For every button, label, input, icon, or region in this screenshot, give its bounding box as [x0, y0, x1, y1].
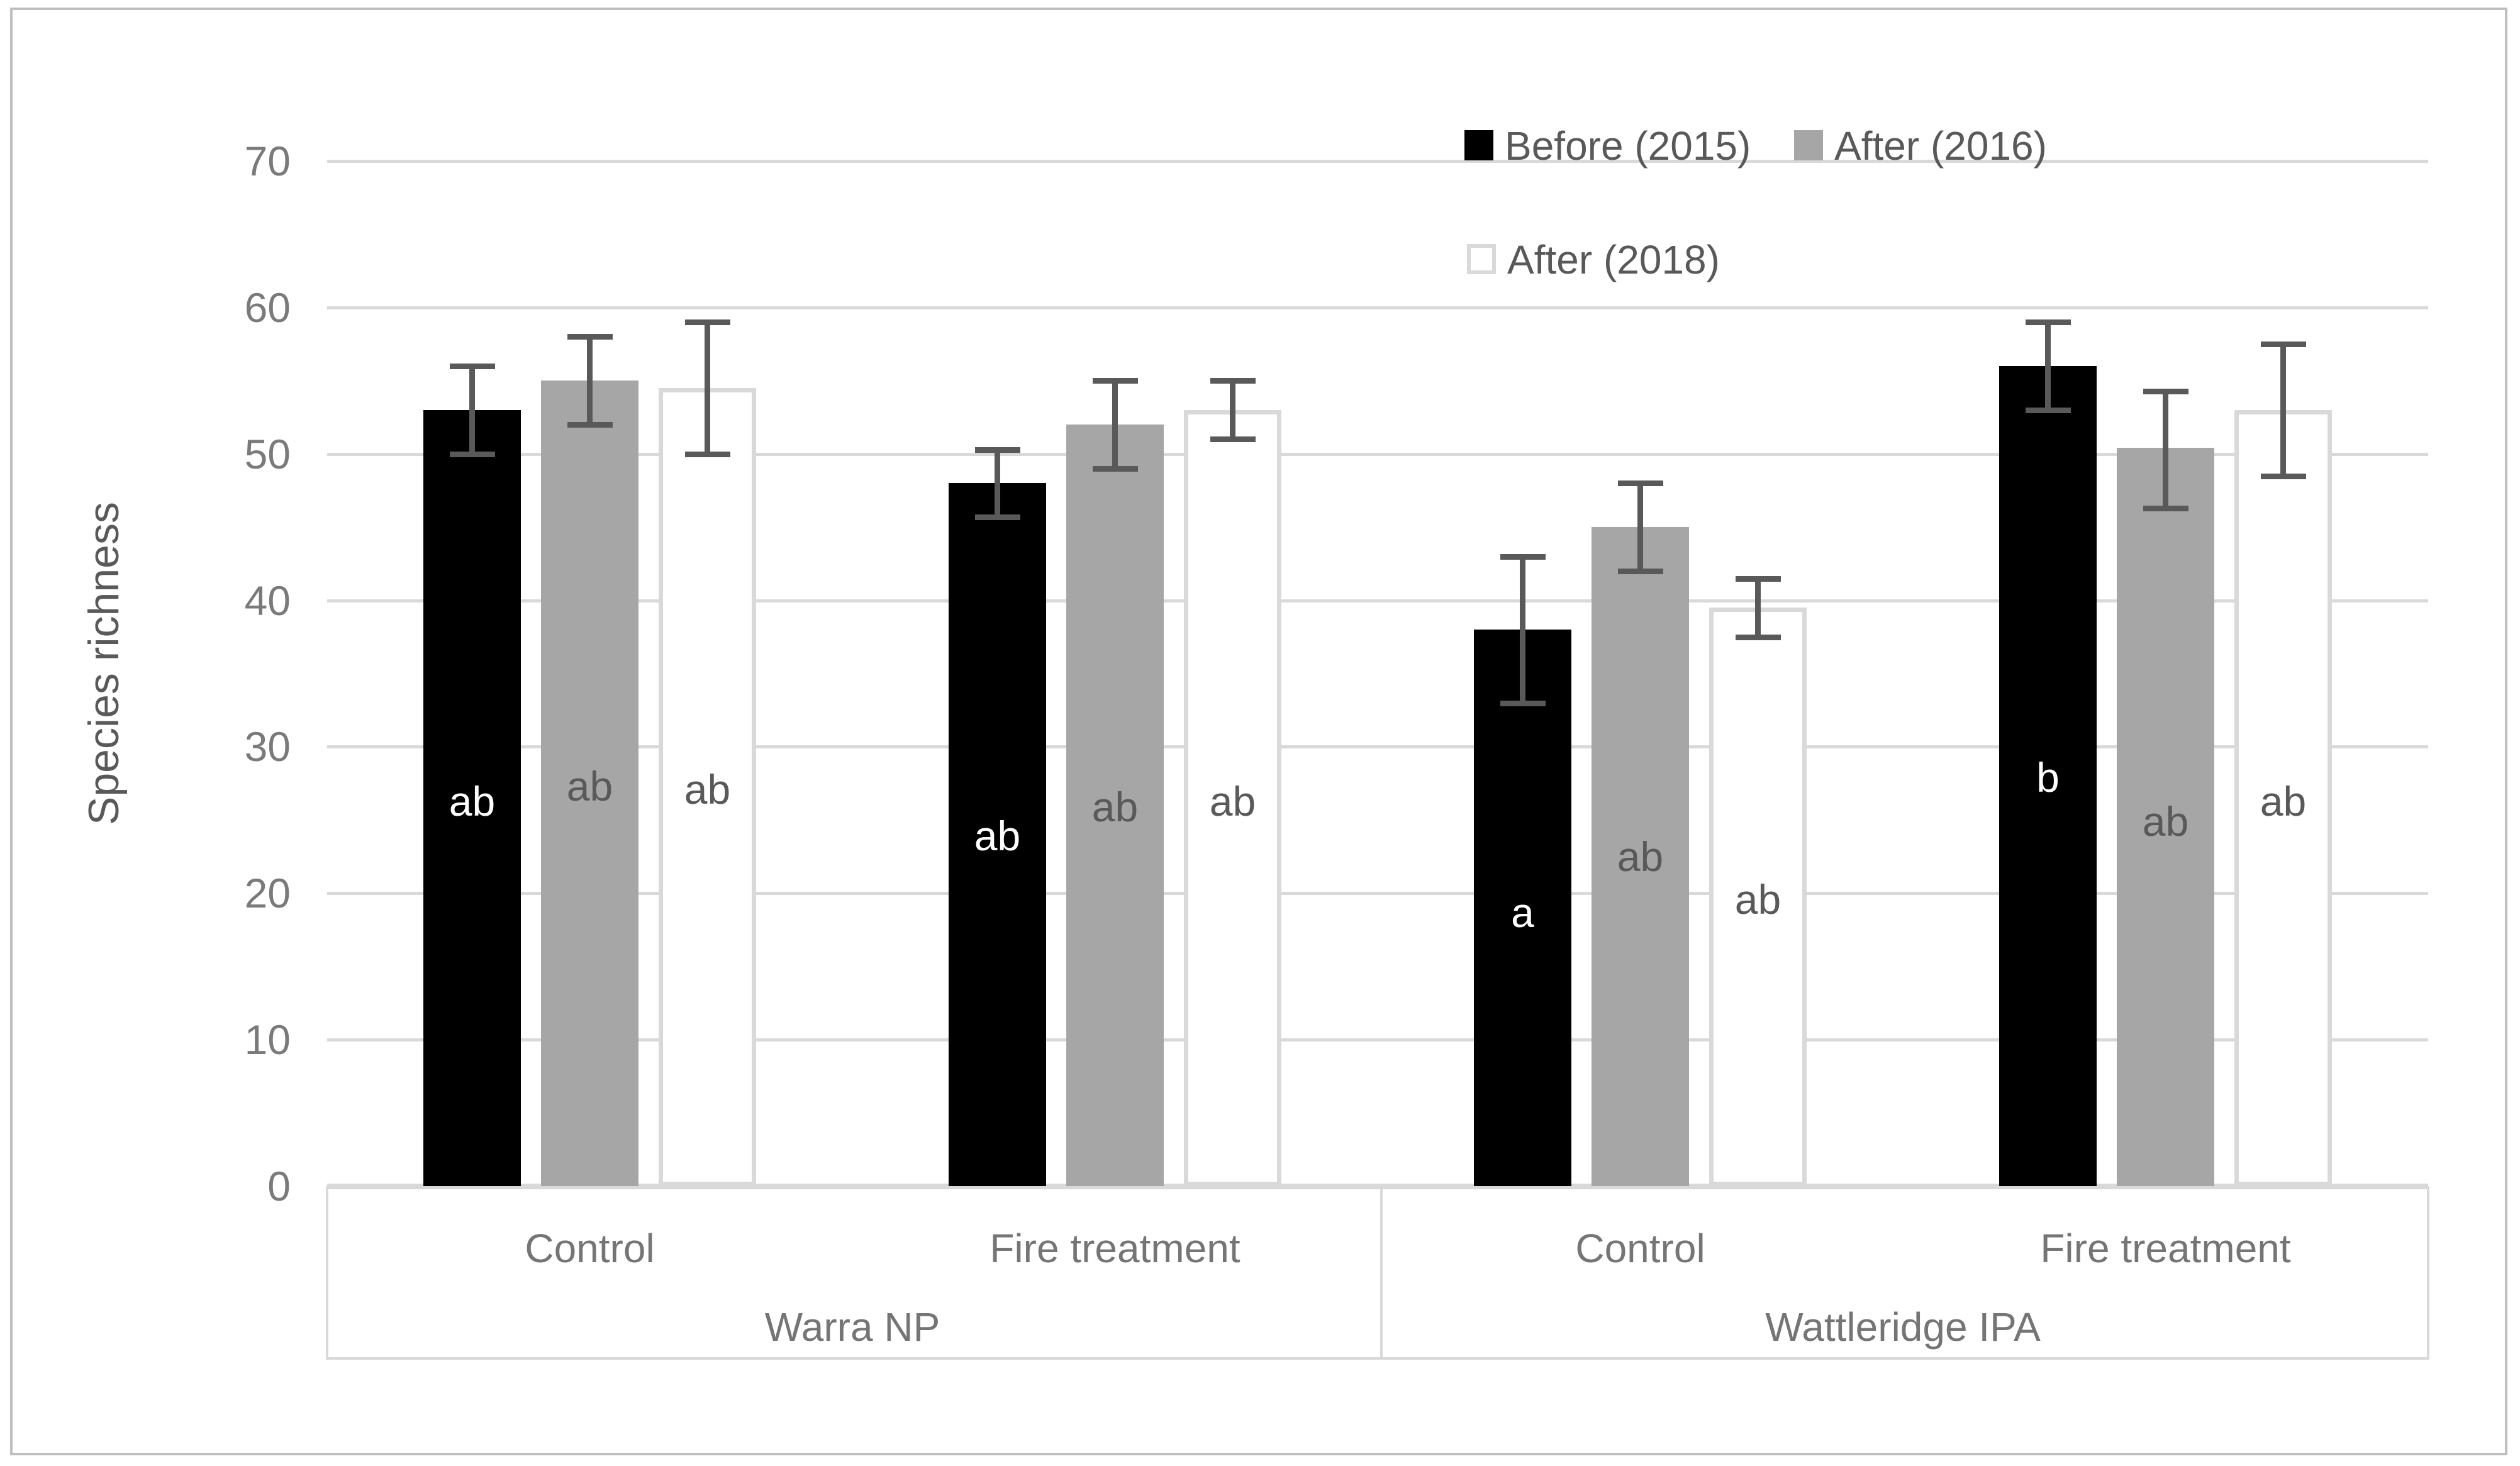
error-cap-bottom — [2025, 407, 2071, 413]
significance-letter: ab — [1734, 875, 1781, 923]
bar-after-2016--group3 — [1592, 527, 1689, 1186]
significance-letter: ab — [2142, 798, 2189, 845]
error-cap-bottom — [2143, 505, 2188, 511]
legend-label-2: After (2016) — [1834, 123, 2047, 169]
error-cap-bottom — [2260, 473, 2306, 479]
error-cap-top — [2025, 319, 2071, 326]
treatment-label-1: Control — [525, 1226, 655, 1271]
error-cap-top — [1617, 480, 1663, 487]
bar-after-2018--group4 — [2234, 409, 2332, 1186]
error-bar — [1230, 380, 1235, 440]
legend-label-1: Before (2015) — [1505, 123, 1751, 169]
error-bar — [469, 366, 475, 454]
bar-after-2018--group2 — [1184, 409, 1281, 1186]
error-cap-top — [2260, 342, 2306, 348]
legend-swatch-1 — [1464, 130, 1493, 160]
error-cap-top — [449, 364, 495, 369]
bar-after-2016--group2 — [1066, 425, 1164, 1186]
y-tick-label-0: 0 — [267, 1163, 291, 1209]
error-cap-bottom — [567, 422, 613, 428]
error-bar — [1637, 483, 1643, 571]
error-bar — [1520, 556, 1525, 703]
y-tick-label-70: 70 — [244, 138, 291, 184]
legend-label-3: After (2018) — [1507, 237, 1720, 282]
gridline-y-60 — [327, 306, 2428, 309]
error-bar — [2045, 322, 2051, 410]
error-cap-bottom — [1617, 569, 1663, 574]
gridline-y-70 — [327, 160, 2428, 163]
significance-letter: ab — [2260, 777, 2307, 825]
error-cap-bottom — [1210, 436, 1256, 443]
y-tick-label-50: 50 — [244, 430, 291, 477]
significance-letter: b — [2036, 754, 2060, 801]
bar-after-2018--group3 — [1709, 608, 1807, 1186]
treatment-label-4: Fire treatment — [2040, 1226, 2291, 1271]
error-cap-bottom — [1092, 466, 1138, 472]
significance-letter: ab — [974, 813, 1021, 860]
error-cap-top — [974, 447, 1020, 453]
gridline-y-20 — [327, 892, 2428, 896]
bar-after-2016--group4 — [2117, 448, 2214, 1186]
bar-after-2018--group1 — [659, 387, 756, 1186]
significance-letter: a — [1511, 889, 1534, 936]
error-bar — [705, 322, 710, 454]
bar-before-2015--group1 — [423, 409, 521, 1186]
error-cap-top — [684, 319, 730, 326]
error-bar — [995, 449, 1000, 517]
bar-before-2015--group2 — [949, 483, 1046, 1186]
significance-letter: ab — [1209, 777, 1256, 825]
significance-letter: ab — [1617, 833, 1664, 880]
error-bar — [2163, 391, 2168, 508]
error-bar — [1755, 578, 1761, 637]
site-label-2: Wattleridge IPA — [1765, 1304, 2041, 1350]
error-bar — [587, 336, 593, 425]
bar-before-2015--group4 — [1999, 366, 2097, 1186]
gridline-y-40 — [327, 599, 2428, 603]
error-cap-top — [1735, 575, 1781, 582]
gridline-y-50 — [327, 452, 2428, 456]
y-tick-label-20: 20 — [244, 870, 291, 917]
axis-frame-right — [2427, 1186, 2429, 1357]
significance-letter: ab — [449, 777, 496, 825]
treatment-label-2: Fire treatment — [990, 1226, 1240, 1271]
bar-after-2016--group1 — [541, 380, 638, 1186]
error-cap-bottom — [974, 514, 1020, 520]
error-cap-top — [1092, 378, 1138, 384]
gridline-y-10 — [327, 1038, 2428, 1042]
error-cap-bottom — [684, 451, 730, 457]
error-cap-bottom — [1500, 700, 1546, 706]
axis-frame-divider — [1380, 1186, 1383, 1357]
error-cap-top — [1500, 553, 1546, 560]
significance-letter: ab — [1091, 783, 1139, 830]
error-cap-bottom — [449, 451, 495, 457]
y-tick-label-40: 40 — [244, 577, 291, 624]
significance-letter: ab — [684, 765, 731, 813]
figure-border — [10, 8, 2507, 1455]
error-bar — [2280, 344, 2286, 476]
treatment-label-3: Control — [1575, 1226, 1705, 1271]
y-tick-label-30: 30 — [244, 723, 291, 770]
bar-before-2015--group3 — [1474, 630, 1571, 1186]
error-cap-top — [2143, 388, 2188, 394]
axis-frame-left — [326, 1186, 328, 1357]
x-axis-line — [327, 1184, 2428, 1189]
error-cap-top — [567, 334, 613, 340]
y-tick-label-60: 60 — [244, 284, 291, 331]
error-bar — [1112, 380, 1118, 469]
error-cap-top — [1210, 378, 1256, 384]
axis-frame-bottom — [326, 1357, 2429, 1360]
legend-swatch-2 — [1794, 130, 1823, 160]
y-axis-title: Species richness — [80, 501, 128, 826]
site-label-1: Warra NP — [764, 1304, 940, 1350]
error-cap-bottom — [1735, 634, 1781, 640]
gridline-y-30 — [327, 745, 2428, 749]
y-tick-label-10: 10 — [244, 1016, 291, 1063]
significance-letter: ab — [566, 763, 613, 810]
legend-swatch-3 — [1467, 244, 1496, 274]
